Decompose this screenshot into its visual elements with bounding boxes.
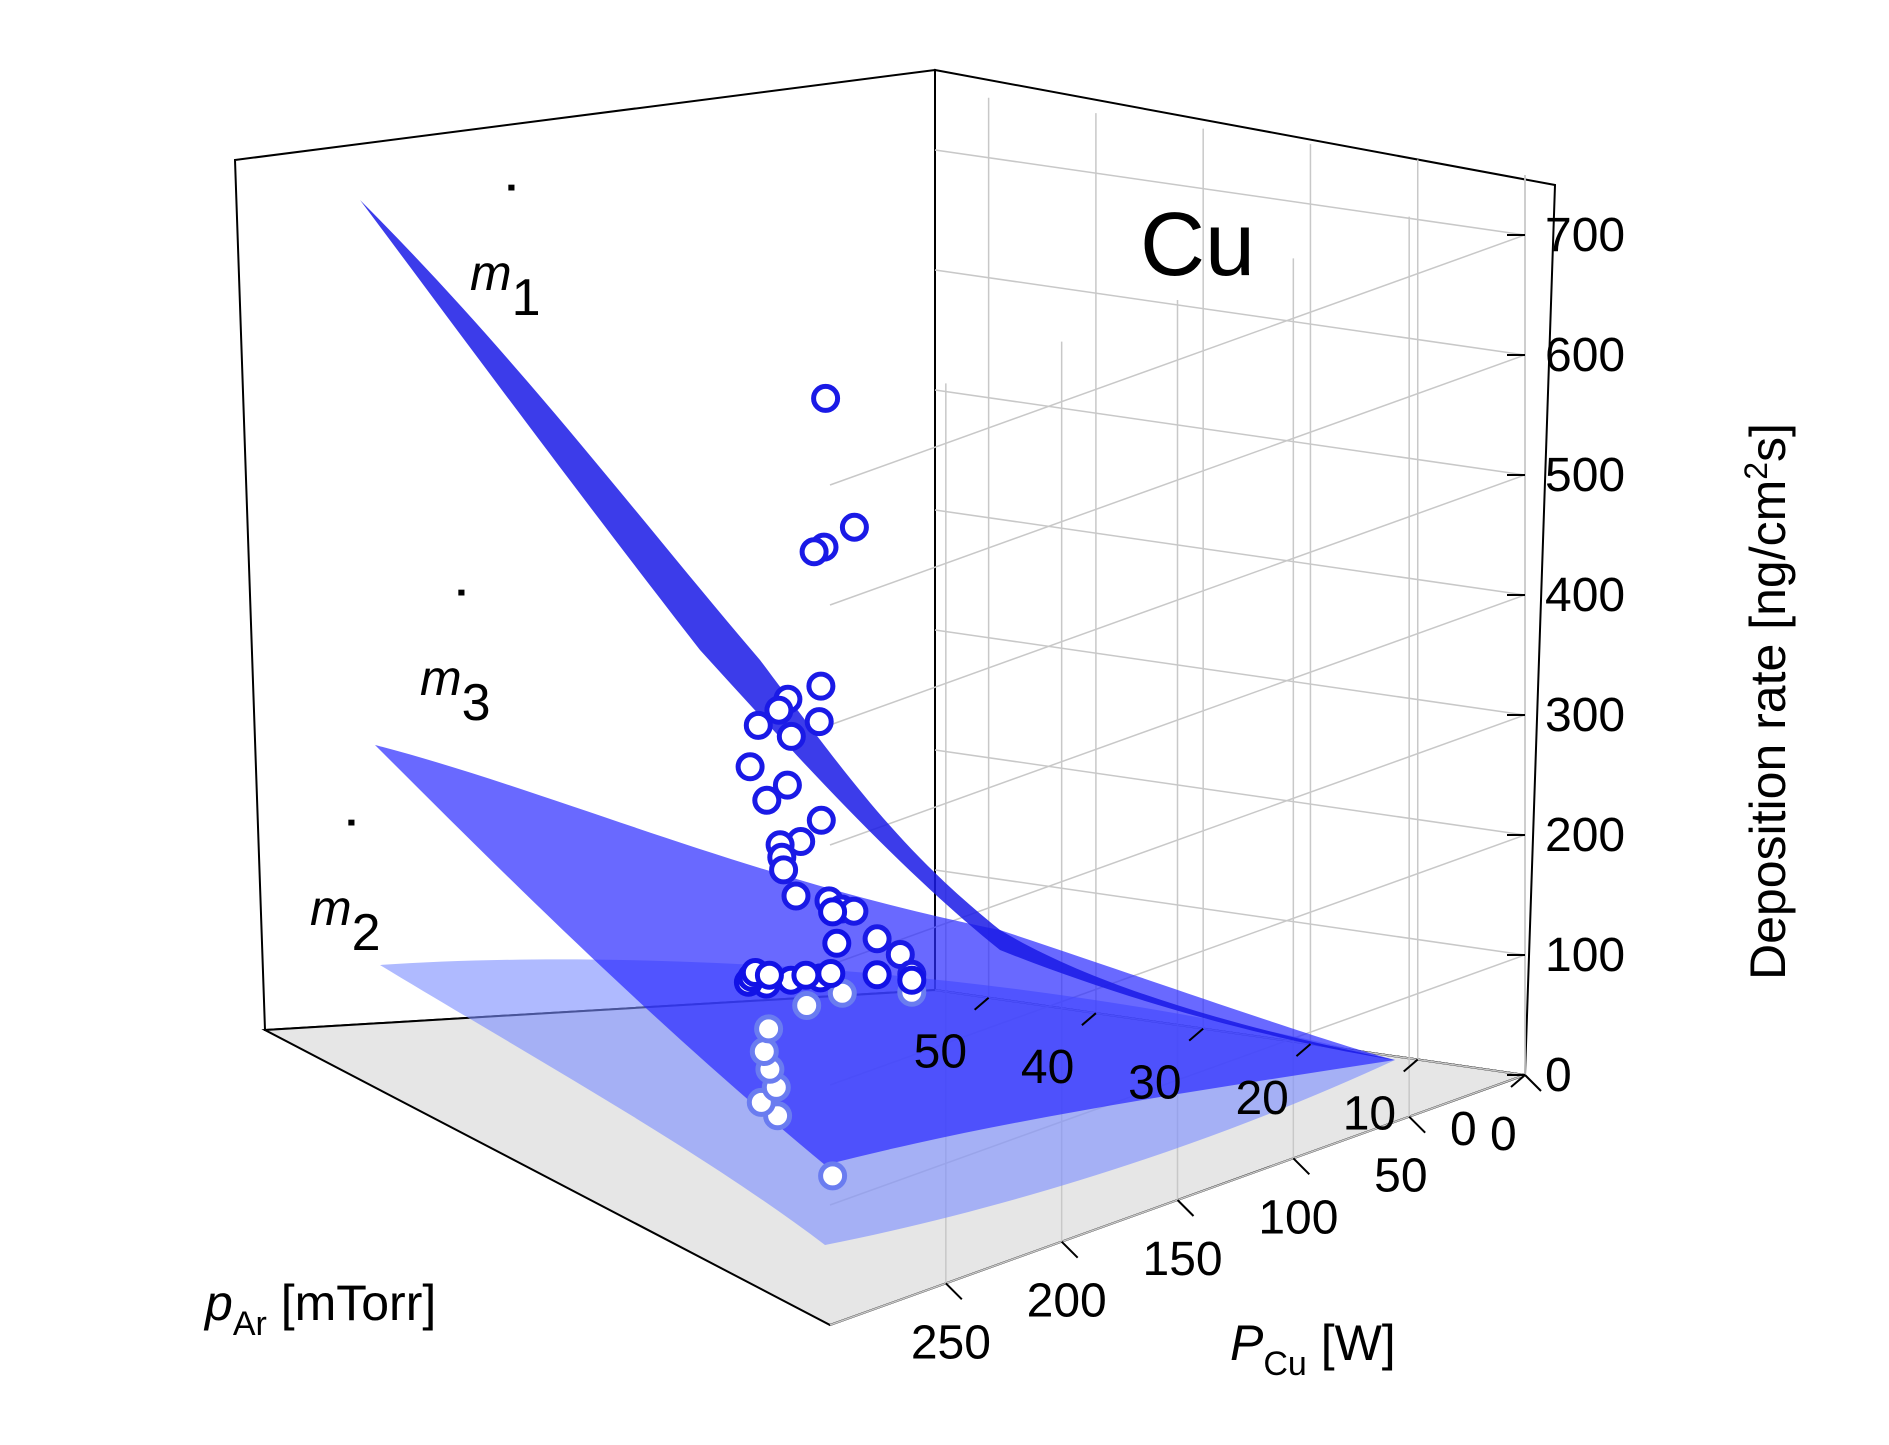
data-point-m3	[818, 897, 848, 927]
element-label: Cu	[1140, 195, 1255, 295]
data-point-m1	[799, 537, 829, 567]
y-tick	[1081, 1012, 1097, 1026]
z-tick-label: 700	[1545, 209, 1625, 262]
series-label-m3-sub: 3	[462, 674, 491, 732]
data-point-m1	[743, 710, 773, 740]
y-tick	[1188, 1027, 1204, 1042]
z-tick-label: 200	[1545, 809, 1625, 862]
y-tick-label: 30	[1128, 1057, 1181, 1110]
y-tick	[973, 996, 990, 1011]
data-point-m1	[769, 855, 799, 885]
series-dot-m1: ˙	[503, 172, 526, 250]
data-point-m3	[816, 959, 846, 988]
z-axis-label-end: s]	[1740, 423, 1796, 462]
series-label-m2-sub: 2	[352, 904, 381, 962]
x-tick	[1292, 1157, 1311, 1176]
data-point-m1	[862, 924, 892, 954]
z-tick-label: 500	[1545, 449, 1625, 502]
x-axis-label: PCu [W]	[1230, 1315, 1396, 1383]
data-point-m1	[735, 752, 765, 782]
data-point-m2	[818, 1161, 848, 1191]
x-tick	[1408, 1115, 1426, 1134]
z-axis-label-sup: 2	[1738, 462, 1774, 480]
y-axis-label: pAr [mTorr]	[203, 1275, 436, 1343]
x-tick-label: 0	[1490, 1108, 1517, 1161]
x-tick-label: 200	[1027, 1275, 1107, 1328]
z-axis-label-main: Deposition rate [ng/cm	[1740, 480, 1796, 980]
x-tick	[1524, 1074, 1542, 1092]
y-tick-label: 20	[1235, 1072, 1288, 1125]
z-tick-label: 300	[1545, 689, 1625, 742]
y-tick-label: 50	[914, 1026, 967, 1079]
y-axis-label-unit: [mTorr]	[267, 1275, 436, 1331]
data-point-m3	[754, 960, 784, 990]
y-axis-label-sub: Ar	[233, 1305, 267, 1343]
x-axis-label-unit: [W]	[1307, 1315, 1396, 1371]
data-point-m1	[764, 695, 794, 725]
x-axis-label-main: P	[1230, 1315, 1264, 1371]
axis-ticks: 0 100 200 300 400 500 600 700 0 50 100 150 200 250 0 10…	[911, 209, 1625, 1369]
x-tick-label: 50	[1374, 1150, 1427, 1203]
y-tick-label: 0	[1450, 1103, 1477, 1156]
series-label-m2-main: m	[310, 880, 352, 936]
data-points	[733, 383, 927, 1191]
z-axis-label: Deposition rate [ng/cm2s]	[1738, 423, 1796, 980]
series-label-m1: m1	[470, 245, 541, 327]
data-point-m3	[862, 960, 892, 990]
data-point-m1	[806, 671, 836, 701]
data-point-m3	[791, 960, 821, 990]
x-tick-label: 150	[1143, 1233, 1223, 1286]
y-tick	[1295, 1043, 1312, 1057]
z-tick-label: 100	[1545, 929, 1625, 982]
series-dot-m3: ˙	[453, 577, 476, 655]
y-axis-label-main: p	[203, 1275, 233, 1331]
data-point-m2	[754, 1014, 784, 1044]
z-tick-label: 400	[1545, 569, 1625, 622]
series-label-m3-main: m	[420, 650, 462, 706]
series-label-m2: m2	[310, 880, 381, 962]
y-tick-label: 40	[1021, 1041, 1074, 1094]
y-tick	[1403, 1058, 1419, 1073]
x-tick-label: 250	[911, 1316, 991, 1369]
data-point-m1	[776, 721, 806, 751]
data-point-m1	[811, 383, 841, 413]
y-tick	[1510, 1074, 1526, 1088]
data-point-m2	[792, 991, 822, 1020]
data-point-m3	[822, 928, 852, 958]
data-point-m1	[806, 805, 836, 835]
data-point-m1	[752, 785, 782, 815]
series-dot-m2: ˙	[343, 807, 366, 885]
y-tick-label: 10	[1343, 1088, 1396, 1141]
z-tick-label: 600	[1545, 329, 1625, 382]
data-point-m1	[772, 770, 802, 800]
series-label-m3: m3	[420, 650, 491, 732]
x-tick	[1176, 1199, 1195, 1217]
surface-m3	[375, 745, 1395, 1165]
fit-surfaces	[360, 200, 1395, 1245]
series-label-m1-sub: 1	[512, 269, 541, 327]
x-axis-label-sub: Cu	[1263, 1345, 1306, 1383]
data-point-m1	[839, 512, 869, 542]
data-point-m3	[897, 965, 927, 995]
x-tick	[1060, 1240, 1079, 1259]
series-label-m1-main: m	[470, 245, 512, 301]
data-point-m1	[781, 881, 811, 911]
data-point-m1	[804, 707, 834, 737]
z-tick-label: 0	[1545, 1049, 1572, 1102]
x-tick	[945, 1282, 963, 1301]
data-point-m2	[749, 1037, 779, 1066]
x-tick-label: 100	[1258, 1191, 1338, 1244]
